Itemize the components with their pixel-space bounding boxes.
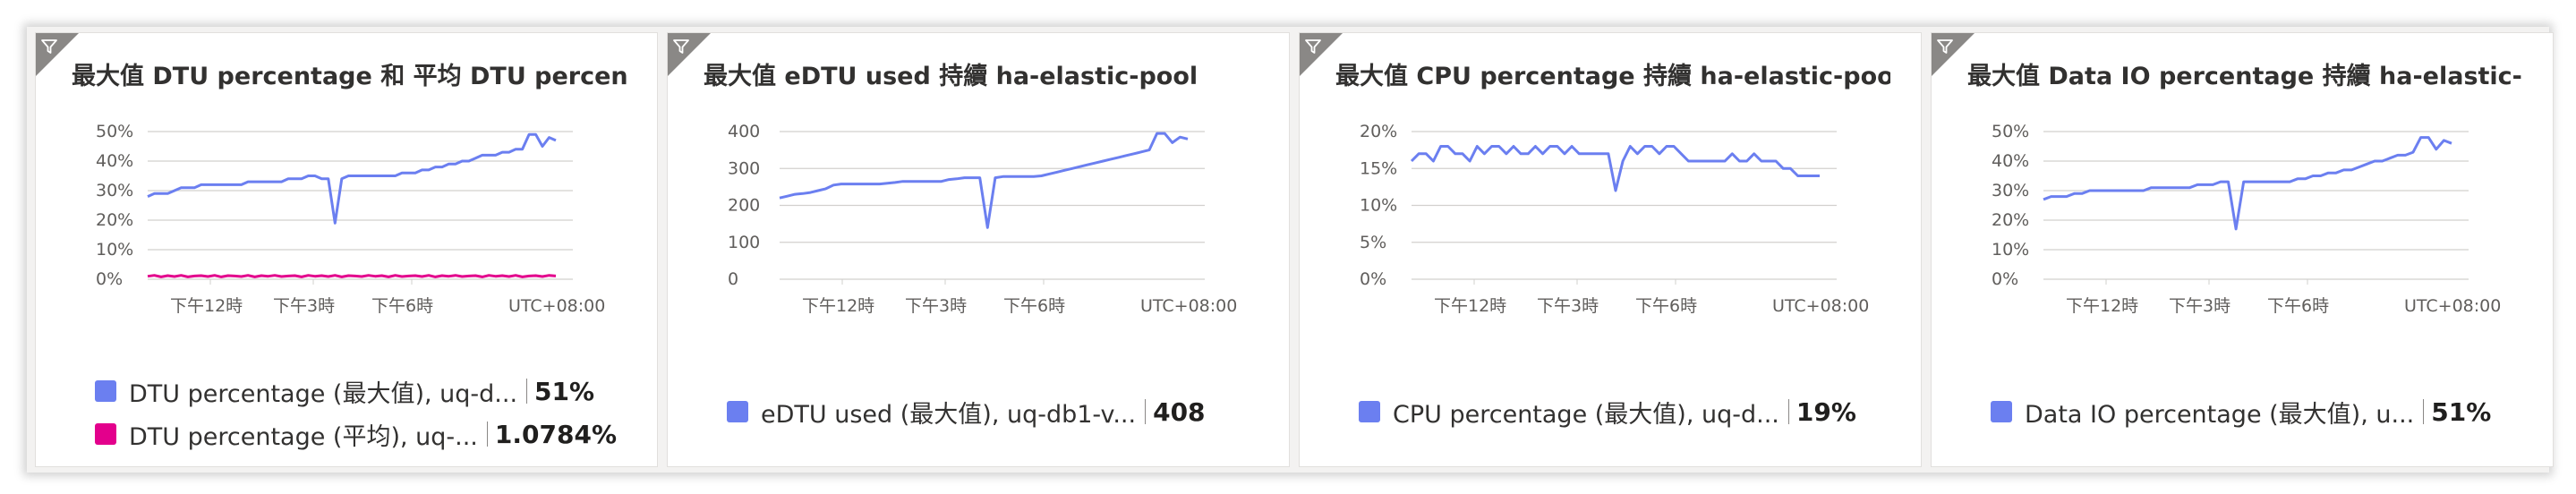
y-tick-label: 0% [1992, 269, 2018, 289]
legend-item[interactable]: DTU percentage (平均), uq-... 1.0784% [95, 418, 618, 451]
metric-tile[interactable]: 最大值 eDTU used 持續 ha-elastic-pool 0 100 200 3… [667, 32, 1290, 467]
tile-title[interactable]: 最大值 eDTU used 持續 ha-elastic-pool [704, 63, 1198, 90]
legend-separator [2423, 399, 2425, 424]
metric-tile[interactable]: 最大值 Data IO percentage 持續 ha-elastic-...… [1931, 32, 2554, 467]
x-tick-label: 下午6時 [371, 296, 433, 316]
legend-value: 408 [1153, 396, 1206, 427]
line-chart[interactable]: 0% 10% 20% 30% 40% 50% 下午12時 下午3時 下午6時 UTC+08:00 [36, 114, 609, 391]
legend-swatch [1359, 401, 1380, 422]
metric-tile[interactable]: 最大值 CPU percentage 持續 ha-elastic-pool 0% 5… [1299, 32, 1922, 467]
timezone-label: UTC+08:00 [2404, 296, 2501, 316]
filter-icon[interactable] [1303, 37, 1323, 56]
line-chart[interactable]: 0% 10% 20% 30% 40% 50% 下午12時 下午3時 下午6時 UTC+08:00 [1932, 114, 2504, 391]
timezone-label: UTC+08:00 [1140, 296, 1237, 316]
x-tick-label: 下午6時 [2267, 296, 2329, 316]
legend-swatch [727, 401, 748, 422]
legend-item[interactable]: Data IO percentage (最大值), u... 51% [1991, 396, 2492, 429]
x-tick-label: 下午12時 [1434, 296, 1506, 316]
y-tick-label: 0% [96, 269, 123, 289]
series-line[interactable] [2043, 136, 2452, 231]
y-tick-label: 400 [728, 122, 760, 141]
y-tick-label: 5% [1360, 233, 1386, 252]
x-tick-label: 下午12時 [170, 296, 243, 316]
legend-value: 19% [1796, 396, 1856, 427]
legend-separator [1145, 399, 1147, 424]
legend-swatch [95, 380, 116, 402]
series-line[interactable] [147, 132, 557, 225]
series-line[interactable] [147, 274, 557, 278]
tile-title[interactable]: 最大值 Data IO percentage 持續 ha-elastic-... [1967, 63, 2522, 90]
line-chart[interactable]: 0 100 200 300 400 下午12時 下午3時 下午6時 UTC+08:00 [668, 114, 1241, 391]
y-tick-label: 200 [728, 196, 760, 216]
metric-tile[interactable]: 最大值 DTU percentage 和 平均 DTU percen... 0% 1… [35, 32, 658, 467]
y-tick-label: 20% [1992, 210, 2029, 230]
y-tick-label: 50% [96, 122, 133, 141]
timezone-label: UTC+08:00 [508, 296, 605, 316]
legend-label: eDTU used (最大值), uq-db1-v... [761, 400, 1137, 429]
y-tick-label: 20% [1360, 122, 1397, 141]
y-tick-label: 20% [96, 210, 133, 230]
series-line[interactable] [779, 132, 1189, 229]
y-tick-label: 30% [1992, 181, 2029, 200]
y-tick-label: 30% [96, 181, 133, 200]
y-tick-label: 50% [1992, 122, 2029, 141]
x-tick-label: 下午3時 [1537, 296, 1599, 316]
legend-value: 51% [2431, 396, 2492, 427]
line-chart[interactable]: 0% 5% 10% 15% 20% 下午12時 下午3時 下午6時 UTC+08:00 [1300, 114, 1872, 391]
y-tick-label: 10% [1992, 240, 2029, 260]
y-tick-label: 100 [728, 233, 760, 252]
legend-separator [486, 422, 488, 447]
y-tick-label: 0 [728, 269, 738, 289]
filter-icon[interactable] [1935, 37, 1955, 56]
x-tick-label: 下午3時 [273, 296, 335, 316]
legend-swatch [1991, 401, 2012, 422]
series-line[interactable] [1410, 145, 1820, 192]
legend-item[interactable]: eDTU used (最大值), uq-db1-v... 408 [727, 396, 1206, 429]
dashboard-board: 最大值 DTU percentage 和 平均 DTU percen... 0% 1… [27, 27, 2554, 473]
legend-value: 1.0784% [494, 419, 618, 449]
legend-label: CPU percentage (最大值), uq-d... [1393, 400, 1779, 429]
y-tick-label: 40% [96, 151, 133, 171]
y-tick-label: 10% [96, 240, 133, 260]
legend-label: Data IO percentage (最大值), u... [2025, 400, 2415, 429]
y-tick-label: 15% [1360, 158, 1397, 178]
x-tick-label: 下午12時 [802, 296, 874, 316]
legend-value: 51% [534, 376, 595, 406]
x-tick-label: 下午3時 [2169, 296, 2231, 316]
y-tick-label: 10% [1360, 196, 1397, 216]
x-tick-label: 下午3時 [905, 296, 967, 316]
legend-label: DTU percentage (最大值), uq-d... [129, 379, 518, 408]
legend-item[interactable]: DTU percentage (最大值), uq-d... 51% [95, 375, 595, 408]
y-tick-label: 300 [728, 158, 760, 178]
y-tick-label: 40% [1992, 151, 2029, 171]
filter-icon[interactable] [671, 37, 691, 56]
legend-swatch [95, 423, 116, 445]
legend-separator [526, 379, 528, 404]
x-tick-label: 下午12時 [2066, 296, 2138, 316]
legend-item[interactable]: CPU percentage (最大值), uq-d... 19% [1359, 396, 1856, 429]
legend-label: DTU percentage (平均), uq-... [129, 422, 478, 451]
y-tick-label: 0% [1360, 269, 1386, 289]
x-tick-label: 下午6時 [1003, 296, 1065, 316]
x-tick-label: 下午6時 [1635, 296, 1697, 316]
filter-icon[interactable] [39, 37, 59, 56]
tile-title[interactable]: 最大值 CPU percentage 持續 ha-elastic-pool [1335, 63, 1890, 90]
timezone-label: UTC+08:00 [1772, 296, 1869, 316]
legend-separator [1787, 399, 1789, 424]
tile-title[interactable]: 最大值 DTU percentage 和 平均 DTU percen... [72, 63, 627, 90]
